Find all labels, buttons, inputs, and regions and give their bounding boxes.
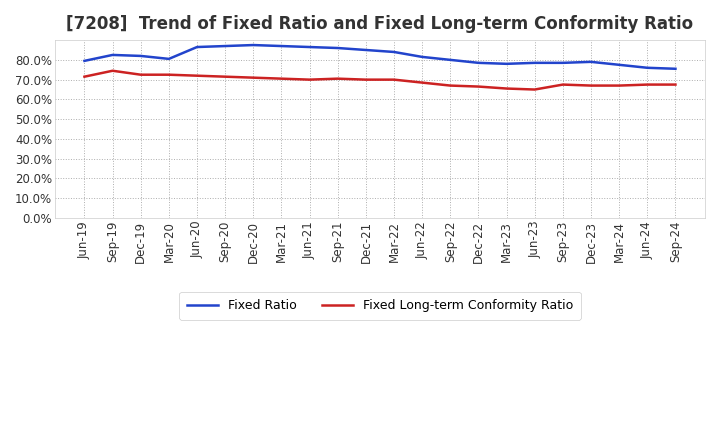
Fixed Ratio (503, 61, 511, 66)
Fixed Ratio (108, 52, 117, 58)
Fixed Ratio (418, 54, 426, 59)
Fixed Long-term Conformity Ratio (559, 82, 567, 87)
Fixed Long-term Conformity Ratio (503, 86, 511, 91)
Fixed Ratio (671, 66, 680, 71)
Fixed Long-term Conformity Ratio (587, 83, 595, 88)
Fixed Ratio (333, 45, 342, 51)
Fixed Ratio (446, 57, 454, 62)
Fixed Long-term Conformity Ratio (643, 82, 652, 87)
Fixed Ratio (193, 44, 202, 50)
Title: [7208]  Trend of Fixed Ratio and Fixed Long-term Conformity Ratio: [7208] Trend of Fixed Ratio and Fixed Lo… (66, 15, 693, 33)
Fixed Long-term Conformity Ratio (390, 77, 398, 82)
Fixed Long-term Conformity Ratio (361, 77, 370, 82)
Legend: Fixed Ratio, Fixed Long-term Conformity Ratio: Fixed Ratio, Fixed Long-term Conformity … (179, 292, 581, 320)
Fixed Long-term Conformity Ratio (474, 84, 483, 89)
Fixed Long-term Conformity Ratio (108, 68, 117, 73)
Fixed Long-term Conformity Ratio (221, 74, 230, 79)
Fixed Ratio (615, 62, 624, 67)
Fixed Long-term Conformity Ratio (193, 73, 202, 78)
Line: Fixed Ratio: Fixed Ratio (84, 45, 675, 69)
Fixed Ratio (531, 60, 539, 66)
Fixed Ratio (80, 58, 89, 63)
Fixed Ratio (643, 65, 652, 70)
Fixed Ratio (221, 44, 230, 49)
Fixed Ratio (277, 44, 286, 49)
Fixed Long-term Conformity Ratio (333, 76, 342, 81)
Fixed Long-term Conformity Ratio (136, 72, 145, 77)
Fixed Long-term Conformity Ratio (615, 83, 624, 88)
Line: Fixed Long-term Conformity Ratio: Fixed Long-term Conformity Ratio (84, 71, 675, 89)
Fixed Ratio (559, 60, 567, 66)
Fixed Long-term Conformity Ratio (249, 75, 258, 81)
Fixed Long-term Conformity Ratio (418, 80, 426, 85)
Fixed Long-term Conformity Ratio (446, 83, 454, 88)
Fixed Long-term Conformity Ratio (80, 74, 89, 79)
Fixed Ratio (305, 44, 314, 50)
Fixed Ratio (587, 59, 595, 65)
Fixed Long-term Conformity Ratio (165, 72, 174, 77)
Fixed Ratio (474, 60, 483, 66)
Fixed Ratio (249, 42, 258, 48)
Fixed Ratio (390, 49, 398, 55)
Fixed Ratio (136, 53, 145, 59)
Fixed Long-term Conformity Ratio (277, 76, 286, 81)
Fixed Ratio (165, 56, 174, 62)
Fixed Long-term Conformity Ratio (531, 87, 539, 92)
Fixed Long-term Conformity Ratio (305, 77, 314, 82)
Fixed Long-term Conformity Ratio (671, 82, 680, 87)
Fixed Ratio (361, 48, 370, 53)
